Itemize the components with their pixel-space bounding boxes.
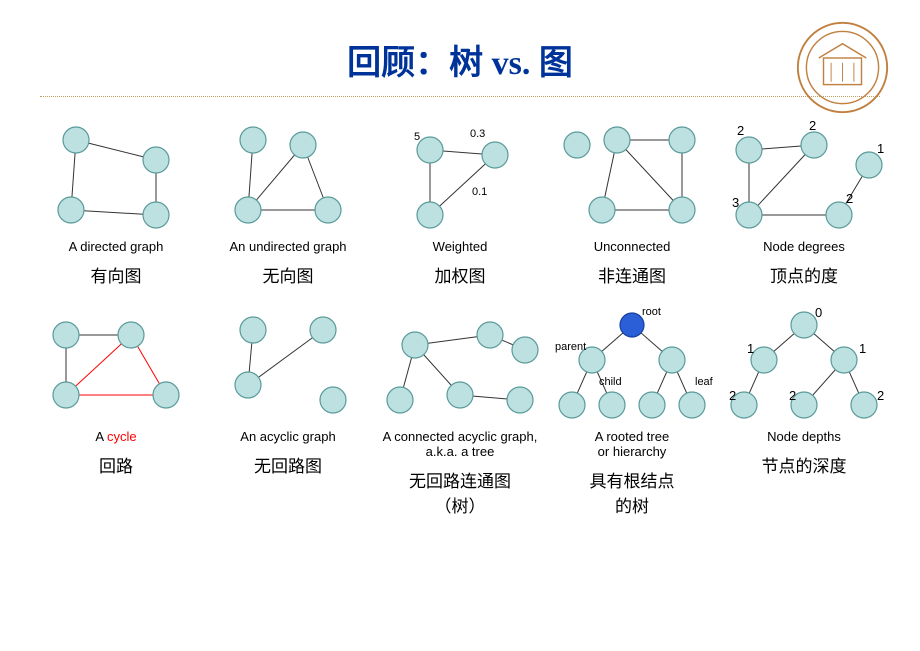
diagram-depths: 0 1 1 2 2 2 Node depths 节点的深度 bbox=[719, 305, 889, 517]
row-1: A directed graph 有向图 An undirected graph… bbox=[0, 115, 920, 287]
divider bbox=[40, 96, 880, 97]
label-cn: 加权图 bbox=[435, 262, 486, 287]
svg-text:2: 2 bbox=[729, 388, 736, 403]
label-cn: 无回路连通图 （树） bbox=[409, 467, 511, 517]
svg-text:2: 2 bbox=[737, 123, 744, 138]
svg-text:2: 2 bbox=[809, 118, 816, 133]
diagram-undirected: An undirected graph 无向图 bbox=[203, 115, 373, 287]
diagram-acyclic: An acyclic graph 无回路图 bbox=[203, 305, 373, 517]
label-en: A cycle bbox=[95, 429, 136, 444]
label-en: Unconnected bbox=[594, 239, 671, 254]
diagram-degrees: 2 2 1 3 2 Node degrees 顶点的度 bbox=[719, 115, 889, 287]
svg-text:child: child bbox=[599, 376, 622, 388]
svg-text:1: 1 bbox=[747, 341, 754, 356]
label-cn: 节点的深度 bbox=[762, 452, 847, 477]
svg-text:1: 1 bbox=[859, 341, 866, 356]
diagram-rooted: root parent child leaf A rooted tree or hie… bbox=[547, 305, 717, 517]
diagram-unconnected: Unconnected 非连通图 bbox=[547, 115, 717, 287]
label-cn: 回路 bbox=[99, 452, 133, 477]
label-en: A connected acyclic graph, a.k.a. a tree bbox=[383, 429, 538, 459]
label-cn: 非连通图 bbox=[598, 262, 666, 287]
row-2: A cycle 回路 An acyclic graph 无回路图 A conne… bbox=[0, 305, 920, 517]
svg-text:leaf: leaf bbox=[695, 376, 714, 388]
label-en: A rooted tree or hierarchy bbox=[595, 429, 669, 459]
label-cn: 具有根结点 的树 bbox=[590, 467, 675, 517]
label-en: Weighted bbox=[433, 239, 488, 254]
label-cn: 有向图 bbox=[91, 262, 142, 287]
label-en: Node degrees bbox=[763, 239, 845, 254]
svg-text:0: 0 bbox=[815, 305, 822, 320]
label-en: An acyclic graph bbox=[240, 429, 335, 444]
diagram-directed: A directed graph 有向图 bbox=[31, 115, 201, 287]
label-cn: 无向图 bbox=[263, 262, 314, 287]
svg-text:2: 2 bbox=[846, 191, 853, 206]
label-en: A directed graph bbox=[69, 239, 164, 254]
diagram-weighted: 5 0.3 0.1 Weighted 加权图 bbox=[375, 115, 545, 287]
label-en: An undirected graph bbox=[229, 239, 346, 254]
svg-text:2: 2 bbox=[789, 388, 796, 403]
label-cn: 顶点的度 bbox=[770, 262, 838, 287]
svg-text:1: 1 bbox=[877, 141, 884, 156]
diagram-cycle: A cycle 回路 bbox=[31, 305, 201, 517]
slide-title: 回顾：树 vs. 图 bbox=[0, 0, 920, 84]
svg-text:2: 2 bbox=[877, 388, 884, 403]
label-en: Node depths bbox=[767, 429, 841, 444]
svg-text:0.3: 0.3 bbox=[470, 128, 485, 140]
university-logo bbox=[795, 20, 890, 115]
svg-text:0.1: 0.1 bbox=[472, 186, 487, 198]
svg-text:root: root bbox=[642, 306, 661, 318]
label-cn: 无回路图 bbox=[254, 452, 322, 477]
svg-text:parent: parent bbox=[555, 341, 586, 353]
svg-text:3: 3 bbox=[732, 195, 739, 210]
svg-text:5: 5 bbox=[414, 131, 420, 143]
diagram-tree: A connected acyclic graph, a.k.a. a tree… bbox=[375, 305, 545, 517]
